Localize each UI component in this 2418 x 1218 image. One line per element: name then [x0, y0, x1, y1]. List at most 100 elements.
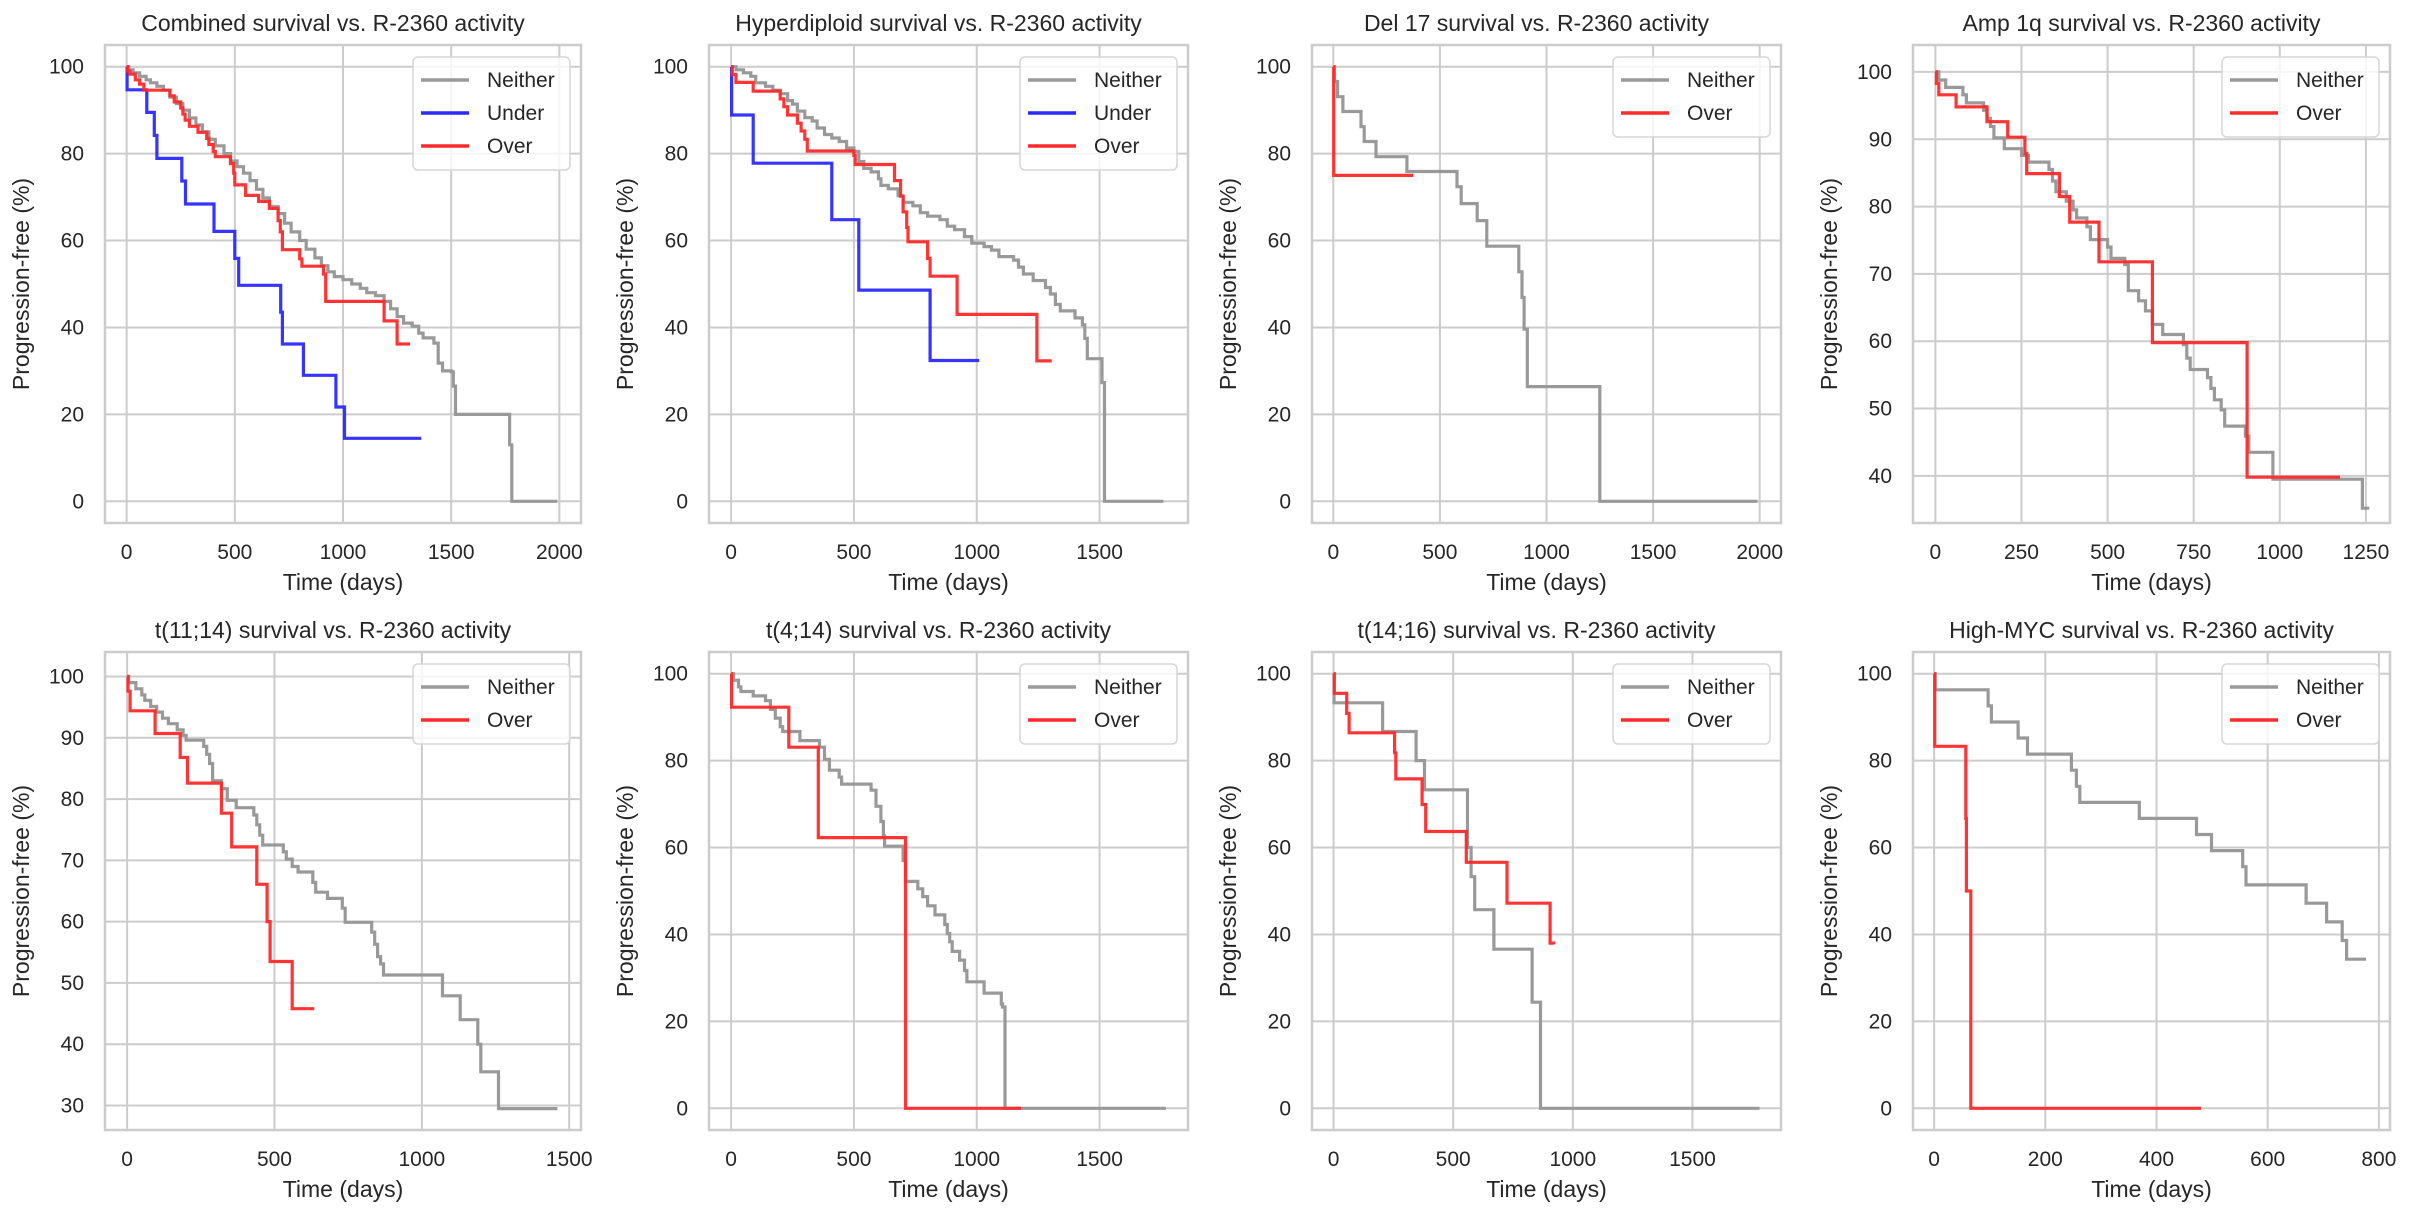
- legend-box: [1612, 663, 1771, 745]
- y-tick-label: 40: [665, 923, 688, 946]
- chart-panel: 0 500 1000 1500 0 20 40 60 80 100 t(14;16) surviva…: [1215, 617, 1783, 1202]
- legend-label: Over: [1094, 135, 1140, 158]
- x-axis-label: Time (days): [2091, 569, 2212, 595]
- series-line-neither: [127, 674, 558, 1111]
- y-tick-label: 80: [1268, 143, 1291, 166]
- legend-label: Over: [1687, 102, 1733, 125]
- y-tick-label: 20: [61, 403, 84, 426]
- y-tick-label: 100: [49, 56, 84, 79]
- x-axis-label: Time (days): [1486, 1176, 1607, 1202]
- x-tick-label: 1000: [1549, 1148, 1596, 1171]
- legend-label: Under: [1094, 102, 1151, 125]
- y-tick-label: 40: [1869, 923, 1892, 946]
- x-tick-label: 0: [725, 1148, 737, 1171]
- legend-label: Neither: [2296, 69, 2364, 92]
- x-tick-label: 1000: [320, 541, 367, 564]
- y-axis-label: Progression-free (%): [8, 178, 34, 390]
- x-tick-label: 0: [1928, 1148, 1940, 1171]
- y-tick-label: 60: [665, 837, 688, 860]
- series-line-under: [125, 65, 422, 440]
- x-tick-label: 500: [1436, 1148, 1471, 1171]
- y-axis-label: Progression-free (%): [612, 178, 638, 390]
- y-tick-label: 60: [1869, 837, 1892, 860]
- x-tick-label: 1000: [953, 1148, 1000, 1171]
- x-tick-label: 1500: [1076, 1148, 1123, 1171]
- x-tick-label: 0: [121, 541, 133, 564]
- chart-title: Amp 1q survival vs. R-2360 activity: [1963, 10, 2321, 36]
- y-tick-label: 60: [61, 230, 84, 253]
- y-tick-label: 80: [1869, 196, 1892, 219]
- series-line-neither: [1332, 65, 1758, 503]
- y-tick-label: 60: [665, 230, 688, 253]
- chart-title: High-MYC survival vs. R-2360 activity: [1949, 617, 2334, 643]
- y-tick-label: 20: [665, 1010, 688, 1033]
- y-tick-label: 40: [61, 316, 84, 339]
- x-tick-label: 1500: [1076, 541, 1123, 564]
- y-axis-label: Progression-free (%): [612, 785, 638, 997]
- legend-box: [1019, 56, 1178, 171]
- x-tick-label: 1000: [953, 541, 1000, 564]
- y-tick-label: 20: [1268, 1010, 1291, 1033]
- legend-box: [412, 56, 571, 171]
- x-tick-label: 1250: [2343, 541, 2390, 564]
- legend-label: Over: [2296, 709, 2342, 732]
- x-tick-label: 0: [121, 1148, 133, 1171]
- y-tick-label: 70: [1869, 263, 1892, 286]
- y-tick-label: 100: [653, 56, 688, 79]
- x-axis-label: Time (days): [2091, 1176, 2212, 1202]
- chart-title: t(4;14) survival vs. R-2360 activity: [766, 617, 1112, 643]
- y-tick-label: 100: [49, 666, 84, 689]
- x-tick-label: 200: [2028, 1148, 2063, 1171]
- legend: Neither Over: [412, 663, 571, 745]
- series-line-over: [730, 65, 1052, 363]
- series-line-neither: [1933, 672, 2367, 961]
- x-tick-label: 250: [2004, 541, 2039, 564]
- legend-label: Neither: [1094, 676, 1162, 699]
- x-axis-label: Time (days): [1486, 569, 1607, 595]
- y-tick-label: 40: [1268, 316, 1291, 339]
- x-axis-label: Time (days): [283, 1176, 404, 1202]
- legend-box: [1019, 663, 1178, 745]
- x-axis-label: Time (days): [888, 569, 1009, 595]
- y-tick-label: 80: [61, 143, 84, 166]
- y-tick-label: 0: [1279, 490, 1291, 513]
- y-tick-label: 80: [1869, 750, 1892, 773]
- y-tick-label: 100: [1857, 61, 1892, 84]
- chart-title: t(14;16) survival vs. R-2360 activity: [1358, 617, 1716, 643]
- y-tick-label: 0: [1279, 1097, 1291, 1120]
- x-tick-label: 1500: [546, 1148, 593, 1171]
- y-axis-label: Progression-free (%): [1215, 785, 1241, 997]
- chart-panel: 0 250 500 750 1000 1250 40 50 60 70 80 90 100 Amp 1q …: [1816, 10, 2392, 595]
- x-tick-label: 0: [1327, 541, 1339, 564]
- legend: Neither Over: [1019, 663, 1178, 745]
- legend-box: [412, 663, 571, 745]
- y-tick-label: 20: [665, 403, 688, 426]
- legend-label: Neither: [487, 69, 555, 92]
- y-tick-label: 30: [61, 1094, 84, 1117]
- legend-label: Over: [1687, 709, 1733, 732]
- chart-panel: 0 500 1000 1500 0 20 40 60 80 100 t(4;14) survival…: [612, 617, 1190, 1202]
- chart-title: t(11;14) survival vs. R-2360 activity: [155, 617, 512, 643]
- y-tick-label: 0: [72, 490, 84, 513]
- chart-title: Hyperdiploid survival vs. R-2360 activit…: [735, 10, 1142, 36]
- y-tick-label: 90: [61, 727, 84, 750]
- chart-panel: 0 500 1000 1500 2000 0 20 40 60 80 100 Del 17 survi…: [1215, 10, 1783, 595]
- y-tick-label: 40: [1268, 923, 1291, 946]
- y-axis-label: Progression-free (%): [8, 785, 34, 997]
- x-tick-label: 400: [2139, 1148, 2174, 1171]
- y-tick-label: 50: [1869, 398, 1892, 421]
- legend-box: [2221, 56, 2380, 138]
- y-tick-label: 60: [1268, 837, 1291, 860]
- x-tick-label: 1000: [2256, 541, 2303, 564]
- x-tick-label: 600: [2250, 1148, 2285, 1171]
- series-line-over: [1933, 672, 2201, 1110]
- legend-label: Neither: [2296, 676, 2364, 699]
- legend-label: Under: [487, 102, 544, 125]
- legend-box: [2221, 663, 2380, 745]
- y-axis-label: Progression-free (%): [1816, 178, 1842, 390]
- y-tick-label: 0: [1880, 1097, 1892, 1120]
- chart-title: Del 17 survival vs. R-2360 activity: [1364, 10, 1710, 36]
- x-tick-label: 0: [1930, 541, 1942, 564]
- legend: Neither Under Over: [1019, 56, 1178, 171]
- x-tick-label: 500: [836, 541, 871, 564]
